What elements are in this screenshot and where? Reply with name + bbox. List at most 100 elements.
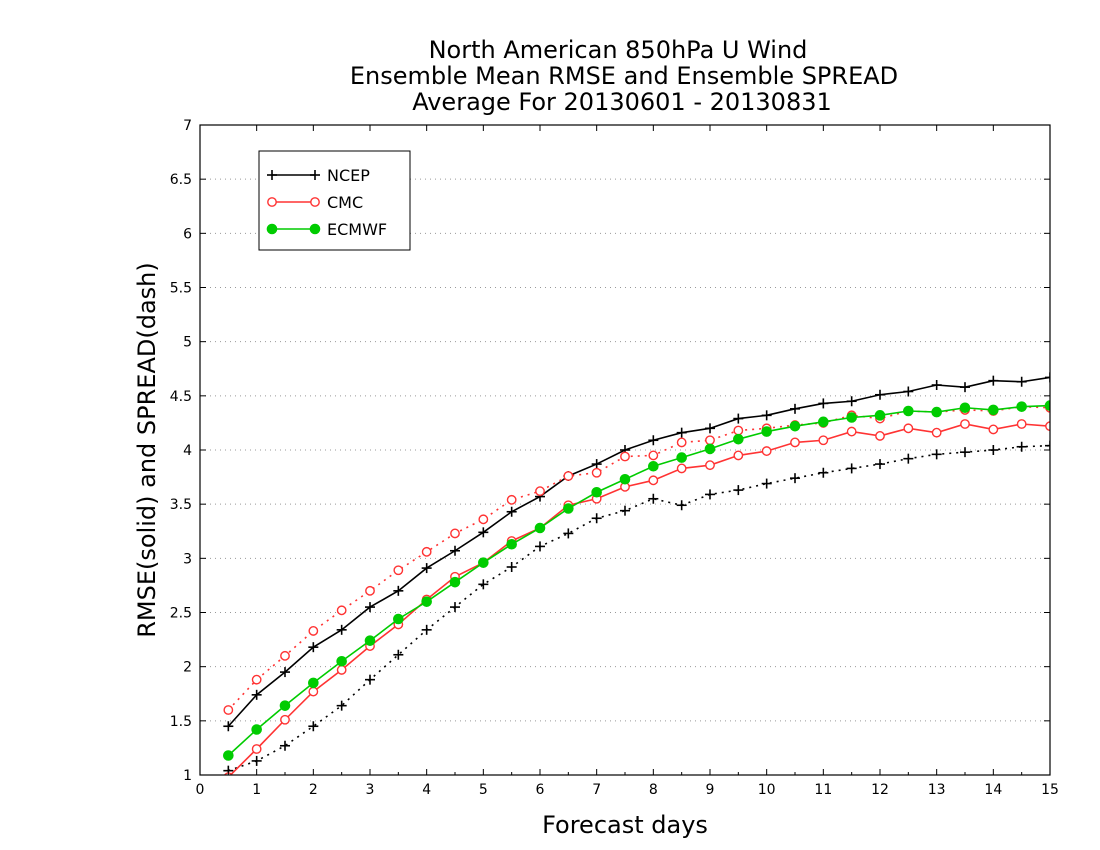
cmc-spread-point — [620, 451, 630, 462]
ncep-rmse-point — [790, 403, 800, 414]
ncep-rmse-point — [308, 642, 319, 653]
ncep-rmse-point — [478, 527, 489, 538]
cmc-spread-point — [280, 650, 290, 661]
x-tick-label: 1 — [252, 782, 261, 798]
ncep-spread-point — [478, 579, 489, 590]
ncep-spread-point — [818, 467, 829, 478]
cmc-rmse-point — [903, 423, 914, 434]
ecmwf-rmse-point — [818, 416, 829, 428]
cmc-spread-point — [705, 435, 715, 446]
ncep-rmse-point — [591, 459, 602, 470]
legend-item-cmc: CMC — [267, 193, 363, 212]
ncep-rmse-point — [648, 435, 659, 446]
x-tick-label: 14 — [984, 782, 1002, 798]
title-line-1: North American 850hPa U Wind — [429, 36, 808, 64]
y-tick-label: 4 — [183, 443, 192, 459]
ncep-spread-point — [761, 478, 772, 489]
legend-item-ecmwf: ECMWF — [266, 220, 387, 239]
x-tick-label: 2 — [309, 782, 318, 798]
ncep-spread-point — [988, 445, 999, 455]
ecmwf-rmse-point — [308, 677, 319, 689]
cmc-rmse-point — [818, 435, 829, 446]
cmc-rmse-point — [761, 446, 772, 456]
ncep-rmse-point — [960, 382, 970, 393]
x-tick-label: 13 — [928, 782, 946, 798]
ncep-spread-point — [308, 721, 319, 732]
cmc-spread-point — [506, 494, 517, 505]
y-tick-label: 6 — [183, 226, 192, 242]
chart-title: North American 850hPa U Wind Ensemble Me… — [350, 36, 898, 116]
cmc-rmse-point — [1045, 421, 1050, 432]
cmc-rmse-point — [1016, 419, 1027, 429]
x-tick-label: 15 — [1041, 782, 1059, 798]
y-tick-label: 1.5 — [170, 714, 192, 730]
x-tick-label: 7 — [592, 782, 601, 798]
ncep-spread-point — [846, 463, 857, 474]
cmc-rmse-point — [846, 426, 857, 437]
cmc-spread-line — [227, 405, 1050, 711]
ecmwf-rmse-point — [761, 426, 772, 437]
ncep-spread-point — [1045, 440, 1050, 451]
x-axis-ticks: 0 1 2 3 4 5 6 7 8 9 10 11 12 13 14 15 — [196, 125, 1059, 798]
ecmwf-rmse-point — [648, 460, 659, 472]
ecmwf-rmse-point — [789, 420, 801, 432]
ecmwf-rmse-point — [874, 410, 886, 421]
ncep-rmse-point — [875, 389, 885, 400]
ncep-spread-point — [648, 493, 659, 504]
ncep-rmse-point — [251, 689, 262, 700]
cmc-spread-point — [251, 674, 262, 685]
ncep-rmse-point — [450, 545, 460, 556]
cmc-rmse-point — [308, 686, 319, 697]
ncep-spread-point — [450, 602, 460, 613]
x-tick-label: 4 — [422, 782, 431, 798]
cmc-spread-point — [421, 546, 432, 557]
y-tick-label: 6.5 — [170, 172, 192, 188]
y-tick-label: 7 — [183, 118, 192, 134]
title-line-2: Ensemble Mean RMSE and Ensemble SPREAD — [350, 62, 898, 90]
ncep-spread-point — [620, 505, 630, 516]
ecmwf-rmse-point — [846, 412, 857, 423]
title-line-3: Average For 20130601 - 20130831 — [412, 88, 832, 116]
cmc-spread-point — [393, 565, 404, 576]
ncep-spread-point — [535, 541, 545, 552]
cmc-spread-point — [223, 705, 234, 715]
ecmwf-rmse-point — [959, 402, 971, 414]
y-tick-label: 2 — [183, 660, 192, 676]
ncep-rmse-point — [280, 667, 290, 678]
cmc-spread-point — [648, 450, 659, 461]
y-tick-label: 5 — [183, 335, 192, 351]
ecmwf-rmse-point — [903, 405, 914, 417]
ecmwf-rmse-point — [279, 700, 291, 711]
cmc-rmse-point — [280, 714, 290, 725]
legend: NCEP CMC ECMWF — [258, 150, 411, 251]
cmc-rmse-point — [875, 431, 885, 441]
cmc-spread-point — [478, 514, 489, 525]
ecmwf-rmse-point — [393, 613, 404, 625]
legend-label: CMC — [327, 193, 363, 212]
legend-marker — [309, 223, 321, 235]
ncep-spread-point — [563, 528, 574, 539]
ecmwf-rmse-point — [563, 503, 574, 514]
legend-label: ECMWF — [327, 220, 387, 239]
ecmwf-rmse-point — [421, 596, 432, 607]
x-tick-label: 0 — [196, 782, 205, 798]
cmc-spread-point — [365, 585, 375, 596]
ecmwf-rmse-point — [619, 473, 631, 485]
ncep-rmse-point — [365, 602, 375, 613]
y-axis-label: RMSE(solid) and SPREAD(dash) — [133, 262, 161, 638]
cmc-spread-point — [308, 626, 319, 636]
cmc-spread-point — [591, 467, 602, 478]
series-layer — [223, 372, 1050, 775]
y-tick-label: 5.5 — [170, 281, 192, 297]
ecmwf-rmse-point — [1016, 401, 1027, 412]
ncep-spread-point — [365, 674, 375, 685]
ncep-spread-point — [676, 500, 687, 511]
ecmwf-rmse-point — [449, 576, 461, 588]
ncep-rmse-line — [227, 376, 1050, 727]
ecmwf-rmse-point — [478, 557, 489, 568]
ecmwf-rmse-point — [591, 486, 602, 498]
ncep-spread-point — [733, 485, 744, 496]
cmc-rmse-point — [251, 744, 262, 754]
ecmwf-rmse-point — [506, 538, 517, 550]
